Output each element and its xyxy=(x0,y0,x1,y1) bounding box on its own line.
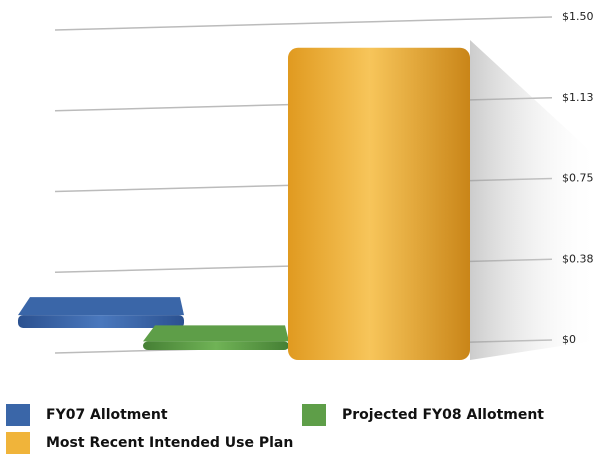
legend-label: Most Recent Intended Use Plan xyxy=(46,435,293,451)
bar xyxy=(143,325,289,350)
bar xyxy=(288,47,470,361)
legend-label: Projected FY08 Allotment xyxy=(342,407,544,423)
y-tick-label: $1.13 xyxy=(562,91,594,104)
legend-swatch xyxy=(6,404,30,426)
shadow xyxy=(470,40,600,360)
bar-top xyxy=(18,297,184,316)
grid-line xyxy=(54,16,553,31)
bar-front xyxy=(143,341,289,350)
bar-front xyxy=(288,47,470,361)
y-tick-label: $0.38 xyxy=(562,252,594,265)
legend-swatch xyxy=(6,432,30,454)
bar-top xyxy=(143,325,289,342)
y-tick-label: $0 xyxy=(562,333,576,346)
y-tick-label: $1.50 xyxy=(562,10,594,23)
legend-swatch xyxy=(302,404,326,426)
bar xyxy=(18,297,184,328)
bar-front xyxy=(18,315,184,328)
y-tick-label: $0.75 xyxy=(562,172,594,185)
legend-label: FY07 Allotment xyxy=(46,407,168,423)
